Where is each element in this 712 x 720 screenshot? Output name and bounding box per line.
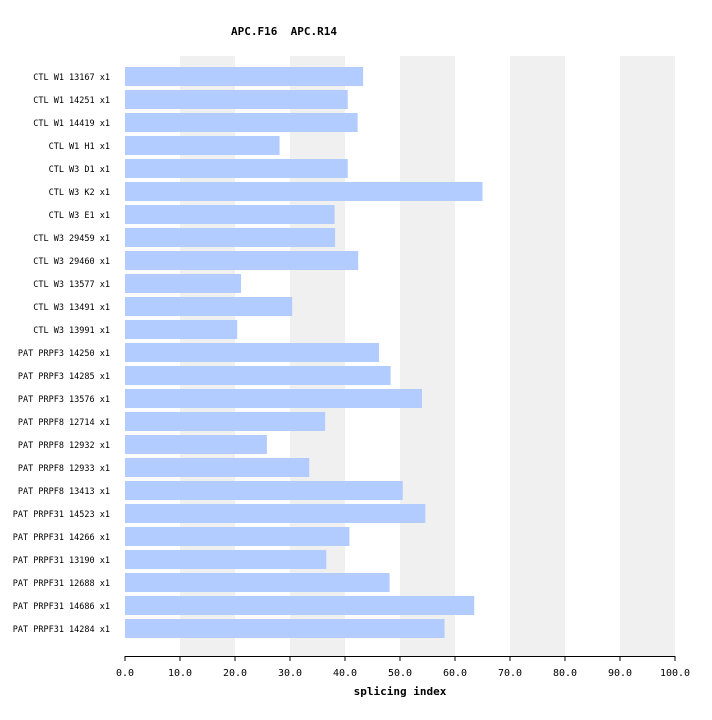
category-label: CTL W1 14251 x1 (33, 96, 110, 106)
bar (125, 205, 335, 224)
category-label: CTL W3 29460 x1 (33, 257, 110, 267)
category-label: CTL W3 E1 x1 (49, 211, 110, 221)
bar (125, 504, 426, 523)
grid-band (400, 56, 455, 656)
bar (125, 182, 483, 201)
category-label: PAT PRPF8 12932 x1 (18, 441, 110, 451)
x-tick-label: 70.0 (498, 668, 522, 679)
category-labels: CTL W1 13167 x1 CTL W1 14251 x1 CTL W1 144… (13, 73, 110, 635)
category-label: CTL W1 14419 x1 (33, 119, 110, 129)
bar (125, 596, 475, 615)
category-label: PAT PRPF8 13413 x1 (18, 487, 110, 497)
x-tick-label: 90.0 (608, 668, 632, 679)
bar (125, 251, 359, 270)
grid-band (510, 56, 565, 656)
category-label: CTL W3 13577 x1 (33, 280, 110, 290)
bar (125, 274, 242, 293)
category-label: PAT PRPF31 12688 x1 (13, 579, 110, 589)
bar (125, 619, 445, 638)
category-label: PAT PRPF3 14250 x1 (18, 349, 110, 359)
category-label: PAT PRPF8 12933 x1 (18, 464, 110, 474)
category-label: PAT PRPF8 12714 x1 (18, 418, 110, 428)
x-axis-label: splicing index (354, 685, 447, 698)
category-label: PAT PRPF3 13576 x1 (18, 395, 110, 405)
category-label: CTL W3 29459 x1 (33, 234, 110, 244)
category-label: CTL W1 13167 x1 (33, 73, 110, 83)
x-tick-label: 80.0 (553, 668, 577, 679)
bar (125, 320, 238, 339)
bar (125, 527, 350, 546)
category-label: CTL W3 D1 x1 (49, 165, 110, 175)
x-ticks: 0.0 10.0 20.0 30.0 40.0 50.0 60.0 70.0 80.0 90.0 1… (116, 656, 690, 679)
x-tick-label: 40.0 (333, 668, 357, 679)
bar (125, 113, 358, 132)
x-tick-label: 100.0 (660, 668, 690, 679)
category-label: PAT PRPF31 14523 x1 (13, 510, 110, 520)
category-label: PAT PRPF31 13190 x1 (13, 556, 110, 566)
category-label: PAT PRPF3 14285 x1 (18, 372, 110, 382)
x-tick-label: 10.0 (168, 668, 192, 679)
x-tick-label: 0.0 (116, 668, 134, 679)
bar (125, 573, 390, 592)
x-tick-label: 50.0 (388, 668, 412, 679)
grid-band (620, 56, 675, 656)
bar (125, 366, 391, 385)
bar (125, 159, 348, 178)
category-label: CTL W1 H1 x1 (49, 142, 110, 152)
chart-title: APC.F16 APC.R14 (231, 25, 337, 38)
x-tick-label: 20.0 (223, 668, 247, 679)
category-label: CTL W3 13991 x1 (33, 326, 110, 336)
category-label: CTL W3 K2 x1 (49, 188, 110, 198)
category-label: PAT PRPF31 14284 x1 (13, 625, 110, 635)
category-label: CTL W3 13491 x1 (33, 303, 110, 313)
bar-series (125, 67, 483, 638)
bar (125, 550, 327, 569)
bar (125, 67, 364, 86)
bar (125, 481, 403, 500)
bar (125, 435, 267, 454)
bar (125, 412, 326, 431)
category-label: PAT PRPF31 14686 x1 (13, 602, 110, 612)
bar (125, 389, 422, 408)
bar (125, 136, 280, 155)
category-label: PAT PRPF31 14266 x1 (13, 533, 110, 543)
bar (125, 343, 380, 362)
x-tick-label: 60.0 (443, 668, 467, 679)
bar (125, 297, 293, 316)
bar (125, 458, 310, 477)
bar (125, 228, 336, 247)
x-tick-label: 30.0 (278, 668, 302, 679)
bar (125, 90, 348, 109)
